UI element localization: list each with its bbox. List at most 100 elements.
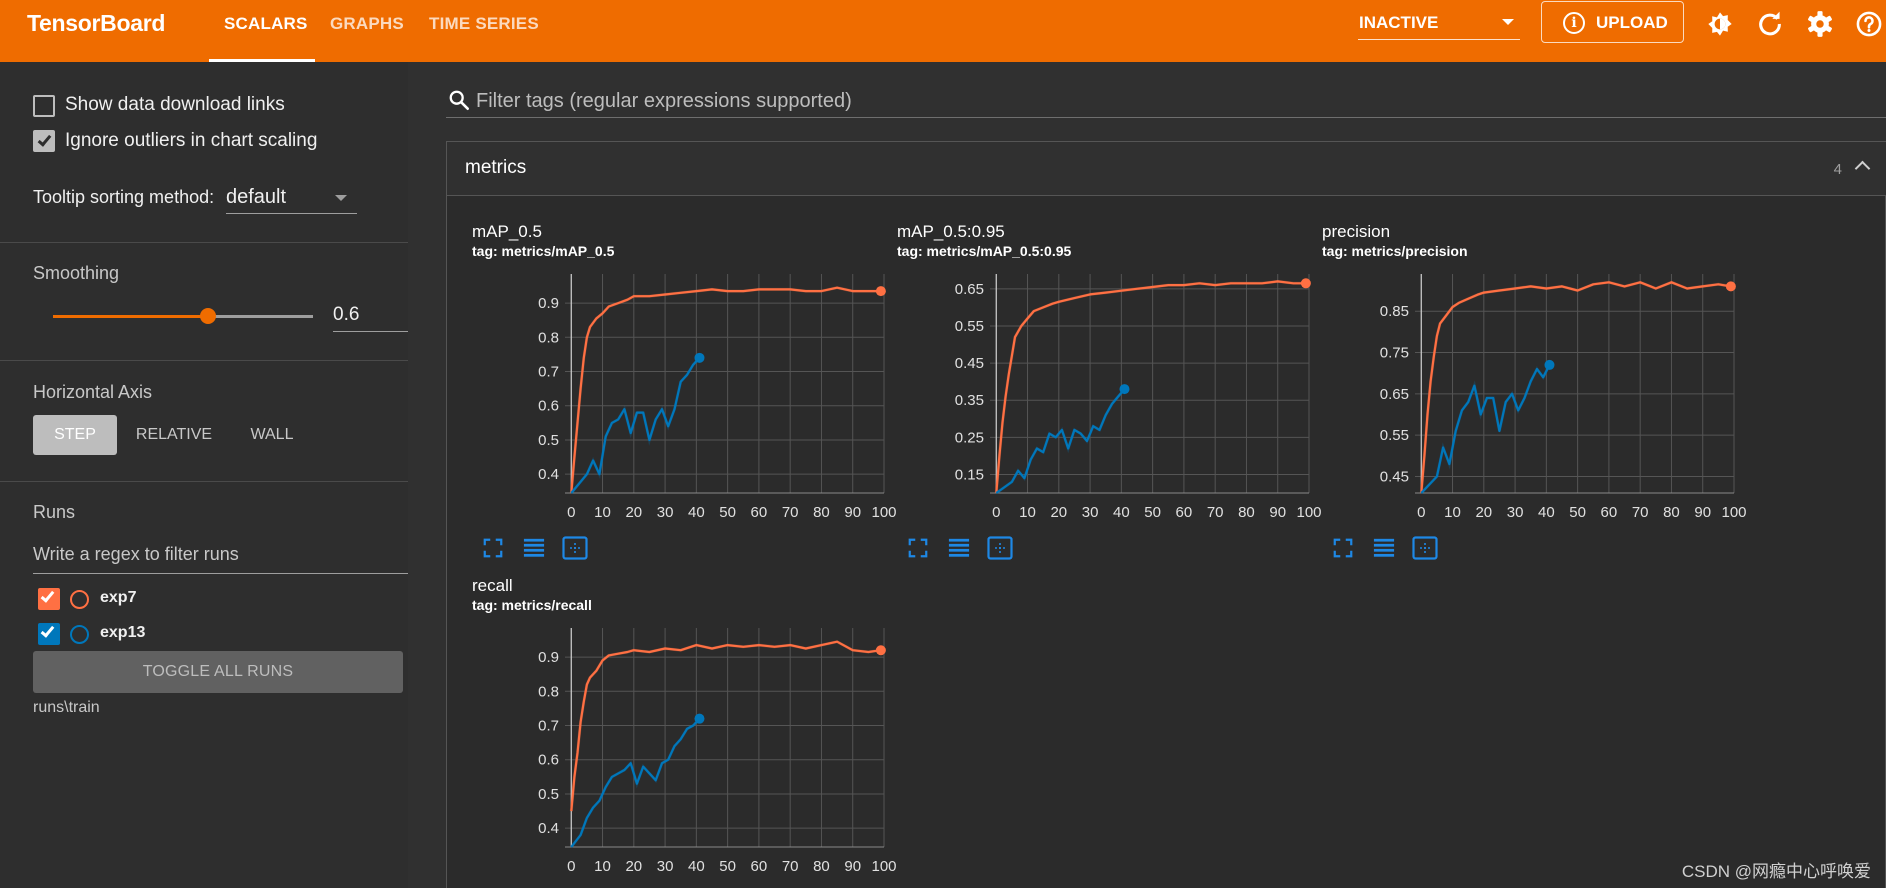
run-color-swatch[interactable] [70,625,89,644]
x-tick-label: 60 [751,504,768,521]
tooltip-sorting-value: default [226,186,287,208]
upload-button[interactable]: i UPLOAD [1541,1,1684,43]
tab-scalars[interactable]: SCALARS [224,14,308,33]
series-endpoint-exp13 [694,713,705,724]
x-tick-label: 40 [1113,504,1130,521]
series-raw-exp7 [994,279,1306,494]
info-icon: i [1563,12,1585,34]
y-tick-label: 0.4 [538,820,559,837]
tooltip-sorting-select[interactable]: default [226,178,357,214]
axis-wall-button[interactable]: WALL [250,426,294,443]
chart-tag: tag: metrics/recall [472,597,592,613]
help-icon[interactable] [1855,10,1883,38]
toggle-log-scale-icon[interactable] [1372,537,1396,559]
card-header[interactable]: metrics 4 [447,142,1886,196]
run-checkbox-exp7[interactable] [38,588,60,610]
fullscreen-icon[interactable] [1332,537,1354,559]
x-tick-label: 10 [594,504,611,521]
y-tick-label: 0.7 [538,364,559,381]
fit-domain-icon[interactable] [562,536,588,560]
chart-map-0-5: mAP_0.5 tag: metrics/mAP_0.5 0 10 20 30 40 50 60… [472,222,897,563]
x-tick-label: 100 [871,504,896,521]
fit-domain-icon[interactable] [1412,536,1438,560]
chevron-up-icon[interactable] [1854,160,1871,177]
y-tick-label: 0.65 [955,281,984,298]
x-tick-label: 40 [688,504,705,521]
series-line-exp13 [995,388,1126,494]
x-tick-label: 70 [782,858,799,875]
input-underline [333,331,408,332]
smoothing-label: Smoothing [33,263,120,283]
metrics-card: metrics 4 [446,141,1886,888]
x-tick-label: 40 [688,858,705,875]
toggle-all-runs-button[interactable]: TOGGLE ALL RUNS [33,651,403,693]
series-line-exp7 [570,640,882,812]
chart-recall: recall tag: metrics/recall 0 10 20 30 40 50 60 70… [472,576,897,888]
run-filter-placeholder: Write a regex to filter runs [33,544,239,564]
brightness-icon[interactable] [1706,10,1734,38]
run-filter-input[interactable]: Write a regex to filter runs [33,540,408,574]
x-tick-label: 20 [625,858,642,875]
ignore-outliers-checkbox[interactable] [33,130,55,152]
smoothing-slider-track[interactable] [209,315,313,318]
chart-toolbar [482,536,602,563]
fit-domain-icon[interactable] [987,536,1013,560]
check-icon [40,623,55,638]
chart-title: precision [1322,222,1391,241]
log-dir-label: runs\train [33,699,100,716]
x-tick-label: 50 [719,504,736,521]
y-tick-label: 0.15 [955,466,984,483]
y-tick-label: 0.65 [1380,386,1409,403]
axis-relative-button[interactable]: RELATIVE [135,426,213,443]
x-tick-label: 40 [1538,504,1555,521]
x-tick-label: 90 [1694,504,1711,521]
series-endpoint-exp7 [1725,281,1736,292]
series-line-exp7 [570,286,881,494]
x-tick-label: 0 [567,858,575,875]
y-tick-label: 0.55 [1380,427,1409,444]
series-line-exp13 [570,357,701,494]
top-app-bar: TensorBoard SCALARS GRAPHS TIME SERIES I… [0,0,1886,62]
y-tick-label: 0.45 [1380,468,1409,485]
x-tick-label: 90 [844,858,861,875]
y-tick-label: 0.7 [538,718,559,735]
smoothing-value-input[interactable]: 0.6 [333,300,408,332]
y-tick-label: 0.5 [538,786,559,803]
card-count: 4 [1833,161,1842,178]
runs-label: Runs [33,502,76,522]
settings-icon[interactable] [1806,10,1834,38]
toggle-log-scale-icon[interactable] [522,537,546,559]
chart-plot: 0 10 20 30 40 50 60 70 80 90 100 0.4 0.5 0.6 0.7 0.8 0.9 [538,274,897,521]
chart-tag: tag: metrics/mAP_0.5 [472,243,615,259]
y-tick-label: 0.9 [538,295,559,312]
status-select[interactable]: INACTIVE [1358,10,1520,40]
x-tick-label: 80 [1238,504,1255,521]
x-tick-label: 30 [1082,504,1099,521]
y-tick-label: 0.8 [538,329,559,346]
y-tick-label: 0.25 [955,429,984,446]
run-checkbox-exp13[interactable] [38,623,60,645]
app-brand: TensorBoard [27,10,166,36]
tab-graphs[interactable]: GRAPHS [330,14,404,33]
check-icon [40,588,55,603]
tag-filter-input[interactable]: Filter tags (regular expressions support… [446,80,1886,118]
card-title: metrics [465,157,527,178]
smoothing-slider-thumb[interactable] [200,308,216,324]
x-tick-label: 20 [1475,504,1492,521]
tab-time-series[interactable]: TIME SERIES [429,14,539,33]
fullscreen-icon[interactable] [907,537,929,559]
refresh-icon[interactable] [1756,10,1784,38]
smoothing-slider-track-active[interactable] [53,315,209,318]
y-tick-label: 0.8 [538,683,559,700]
series-endpoint-exp7 [1300,278,1311,289]
toggle-log-scale-icon[interactable] [947,537,971,559]
axis-step-button[interactable]: STEP [33,415,117,455]
tooltip-sorting-label: Tooltip sorting method: [33,187,215,207]
run-color-swatch[interactable] [70,590,89,609]
series-line-exp13 [1420,364,1551,494]
y-tick-label: 0.5 [538,432,559,449]
x-tick-label: 70 [1632,504,1649,521]
show-download-links-checkbox[interactable] [33,95,55,117]
fullscreen-icon[interactable] [482,537,504,559]
x-tick-label: 80 [813,858,830,875]
